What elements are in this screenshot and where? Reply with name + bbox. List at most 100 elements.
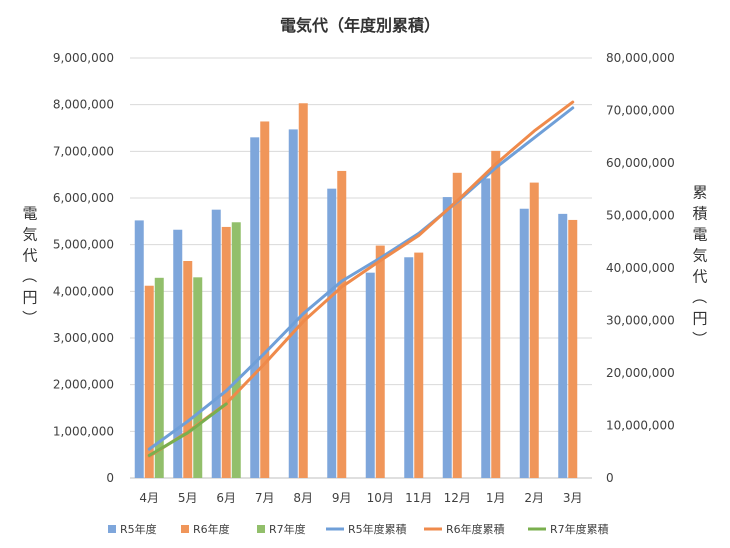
svg-text:（: （ bbox=[690, 289, 708, 304]
bar bbox=[404, 257, 414, 478]
bar bbox=[568, 219, 578, 478]
y2-tick-label: 80,000,000 bbox=[606, 51, 675, 65]
svg-text:代: 代 bbox=[22, 247, 37, 265]
legend-item: R7年度累積 bbox=[528, 522, 609, 536]
bar-series-group bbox=[134, 129, 568, 479]
bar bbox=[288, 129, 298, 478]
bar bbox=[260, 121, 270, 478]
axes: 0 1,000,000 2,000,000 3,000,000 4,000,000 5,0… bbox=[20, 51, 708, 505]
x-tick-label: 11月 bbox=[405, 491, 432, 505]
svg-text:気: 気 bbox=[692, 247, 707, 265]
legend-label: R6年度累積 bbox=[446, 522, 505, 536]
svg-text:積: 積 bbox=[692, 205, 707, 223]
legend: R5年度 R6年度 R7年度 R5年度累積 R6年度累積 R7年度累積 bbox=[108, 522, 609, 536]
legend-item: R5年度累積 bbox=[326, 522, 407, 536]
gridlines bbox=[130, 57, 592, 479]
y2-tick-label: 40,000,000 bbox=[606, 261, 675, 275]
y-tick-label: 0 bbox=[106, 471, 114, 485]
chart-title: 電気代（年度別累積） bbox=[280, 16, 440, 35]
bar bbox=[144, 285, 154, 478]
cumulative-line bbox=[147, 402, 228, 457]
svg-text:）: ） bbox=[20, 310, 38, 325]
x-tick-label: 7月 bbox=[255, 491, 275, 505]
x-tick-label: 9月 bbox=[332, 491, 352, 505]
y2-tick-label: 50,000,000 bbox=[606, 209, 675, 223]
legend-item: R6年度 bbox=[181, 522, 230, 536]
bar bbox=[558, 213, 568, 478]
x-tick-label: 4月 bbox=[139, 491, 159, 505]
bar bbox=[375, 245, 385, 478]
y-tick-label: 5,000,000 bbox=[53, 238, 114, 252]
bar bbox=[211, 209, 221, 478]
legend-label: R5年度 bbox=[120, 522, 157, 536]
bar bbox=[298, 103, 308, 479]
svg-text:）: ） bbox=[690, 331, 708, 346]
bar bbox=[173, 229, 183, 478]
y-tick-label: 2,000,000 bbox=[53, 378, 114, 392]
x-tick-label: 10月 bbox=[367, 491, 394, 505]
svg-text:気: 気 bbox=[22, 226, 37, 244]
svg-text:円: 円 bbox=[22, 289, 37, 307]
legend-swatch bbox=[181, 525, 189, 533]
bar bbox=[491, 150, 501, 478]
bar bbox=[452, 172, 462, 479]
y2-tick-label: 20,000,000 bbox=[606, 366, 675, 380]
svg-text:累: 累 bbox=[692, 184, 707, 202]
bar bbox=[250, 137, 260, 479]
legend-swatch bbox=[108, 525, 116, 533]
bar bbox=[231, 222, 241, 478]
y2-tick-label: 0 bbox=[606, 471, 614, 485]
svg-text:電: 電 bbox=[692, 226, 707, 244]
legend-label: R6年度 bbox=[193, 522, 230, 536]
legend-label: R7年度累積 bbox=[550, 522, 609, 536]
y2-tick-label: 10,000,000 bbox=[606, 419, 675, 433]
y2-tick-label: 60,000,000 bbox=[606, 156, 675, 170]
legend-swatch bbox=[257, 525, 265, 533]
legend-item: R5年度 bbox=[108, 522, 157, 536]
bar bbox=[442, 197, 452, 479]
x-tick-label: 12月 bbox=[444, 491, 471, 505]
y-axis-title: 電気代 （ 円 ） bbox=[20, 205, 38, 326]
y-tick-label: 3,000,000 bbox=[53, 331, 114, 345]
x-tick-label: 6月 bbox=[216, 491, 236, 505]
bar bbox=[154, 277, 164, 478]
y2-tick-label: 30,000,000 bbox=[606, 314, 675, 328]
y-tick-label: 8,000,000 bbox=[53, 98, 114, 112]
y-tick-label: 1,000,000 bbox=[53, 424, 114, 438]
legend-label: R5年度累積 bbox=[348, 522, 407, 536]
bar bbox=[134, 220, 144, 478]
bar bbox=[183, 261, 193, 478]
legend-label: R7年度 bbox=[269, 522, 306, 536]
y-tick-label: 6,000,000 bbox=[53, 191, 114, 205]
bar bbox=[365, 272, 375, 478]
bar bbox=[221, 226, 231, 478]
y-tick-label: 7,000,000 bbox=[53, 144, 114, 158]
legend-item: R6年度累積 bbox=[424, 522, 505, 536]
bar bbox=[414, 252, 424, 478]
bar bbox=[193, 277, 203, 478]
x-tick-label: 3月 bbox=[563, 491, 583, 505]
x-tick-label: 5月 bbox=[178, 491, 198, 505]
cumulative-line bbox=[147, 106, 575, 451]
svg-text:円: 円 bbox=[692, 310, 707, 328]
bar bbox=[529, 182, 539, 478]
svg-text:（: （ bbox=[20, 268, 38, 283]
svg-text:電: 電 bbox=[22, 205, 37, 223]
x-tick-label: 1月 bbox=[486, 491, 506, 505]
x-tick-label: 2月 bbox=[524, 491, 544, 505]
line-series bbox=[147, 100, 575, 458]
y-tick-label: 9,000,000 bbox=[53, 51, 114, 65]
svg-text:代: 代 bbox=[692, 268, 707, 286]
bar bbox=[337, 170, 347, 478]
bar bbox=[481, 178, 491, 478]
y2-tick-label: 70,000,000 bbox=[606, 104, 675, 118]
bar bbox=[519, 208, 529, 478]
legend-item: R7年度 bbox=[257, 522, 306, 536]
y-tick-label: 4,000,000 bbox=[53, 284, 114, 298]
x-tick-label: 8月 bbox=[293, 491, 313, 505]
bar-series-group bbox=[144, 103, 578, 479]
bar-series-group bbox=[154, 222, 241, 478]
bar-series bbox=[134, 103, 578, 479]
